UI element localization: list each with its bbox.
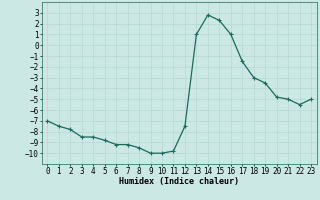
X-axis label: Humidex (Indice chaleur): Humidex (Indice chaleur) (119, 177, 239, 186)
